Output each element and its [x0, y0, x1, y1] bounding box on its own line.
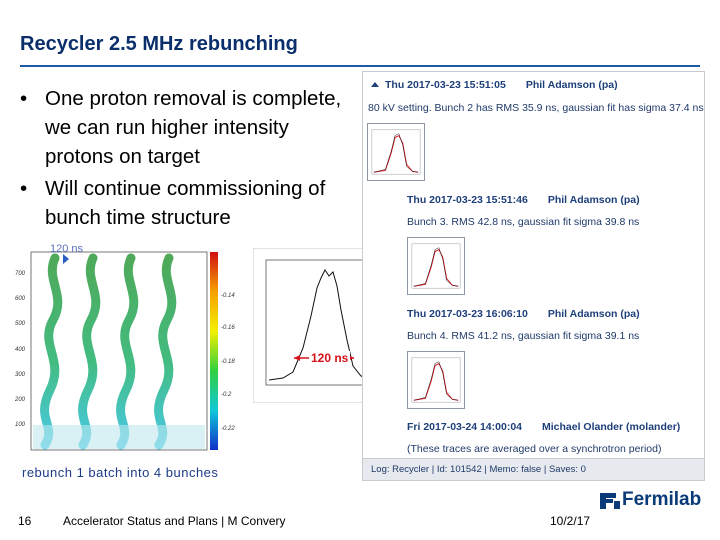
- log-entry-author: Phil Adamson (pa): [547, 308, 640, 320]
- elog-panel: Thu 2017-03-23 15:51:05 Phil Adamson (pa)…: [362, 71, 705, 481]
- svg-text:400: 400: [15, 347, 26, 353]
- svg-text:700: 700: [15, 271, 26, 277]
- waterfall-caption: rebunch 1 batch into 4 bunches: [22, 465, 219, 480]
- log-entry-header[interactable]: Fri 2017-03-24 14:00:04 Michael Olander (…: [407, 421, 680, 433]
- bullet-text: One proton removal is complete, we can r…: [45, 87, 342, 168]
- svg-text:-0.14: -0.14: [221, 293, 235, 299]
- collapse-icon[interactable]: [371, 82, 379, 87]
- svg-text:-0.18: -0.18: [221, 359, 235, 365]
- profile-plot: [253, 248, 388, 403]
- footer-text: Accelerator Status and Plans | M Convery: [63, 514, 286, 528]
- waterfall-plot: -0.14 -0.16 -0.18 -0.2 -0.22 700 600 500 400 3…: [14, 251, 235, 451]
- log-entry-header[interactable]: Thu 2017-03-23 15:51:05 Phil Adamson (pa): [371, 79, 618, 91]
- log-entry-text: Bunch 4. RMS 41.2 ns, gaussian fit sigma…: [407, 330, 640, 342]
- log-entry-text: Bunch 3. RMS 42.8 ns, gaussian fit sigma…: [407, 216, 640, 228]
- log-entry-header[interactable]: Thu 2017-03-23 16:06:10 Phil Adamson (pa): [407, 308, 640, 320]
- bullet-icon: •: [20, 177, 28, 200]
- waterfall-annotation: 120 ns: [50, 243, 84, 255]
- log-thumbnail[interactable]: [407, 351, 465, 409]
- bullet-item: • Will continue commissioning of bunch ti…: [20, 174, 360, 232]
- svg-text:100: 100: [15, 422, 26, 428]
- log-entry-timestamp: Fri 2017-03-24 14:00:04: [407, 421, 522, 433]
- fermilab-logo-icon: [600, 493, 620, 509]
- svg-text:-0.2: -0.2: [221, 392, 232, 398]
- slide-title: Recycler 2.5 MHz rebunching: [20, 33, 298, 55]
- bullet-icon: •: [20, 87, 28, 110]
- waterfall-streaks: [40, 253, 177, 450]
- log-entry-author: Michael Olander (molander): [542, 421, 681, 433]
- svg-text:500: 500: [15, 321, 26, 327]
- log-entry-text: (These traces are averaged over a synchr…: [407, 443, 662, 455]
- log-entry-timestamp: Thu 2017-03-23 15:51:46: [407, 194, 528, 206]
- logo-wordmark: Fermilab: [622, 489, 702, 510]
- log-entry-author: Phil Adamson (pa): [547, 194, 640, 206]
- title-divider: [20, 65, 700, 67]
- bullet-item: • One proton removal is complete, we can …: [20, 84, 360, 171]
- log-entry-header[interactable]: Thu 2017-03-23 15:51:46 Phil Adamson (pa): [407, 194, 640, 206]
- svg-text:600: 600: [15, 296, 26, 302]
- page-number: 16: [18, 514, 32, 528]
- bullet-list: • One proton removal is complete, we can …: [20, 84, 360, 235]
- elog-footer: Log: Recycler | Id: 101542 | Memo: false…: [363, 458, 704, 480]
- profile-annotation: 120 ns: [309, 351, 351, 365]
- svg-text:300: 300: [15, 372, 26, 378]
- log-thumbnail[interactable]: [367, 123, 425, 181]
- log-entry-text: 80 kV setting. Bunch 2 has RMS 35.9 ns, …: [368, 102, 704, 114]
- color-scale-bar: [210, 252, 218, 450]
- log-thumbnail[interactable]: [407, 237, 465, 295]
- log-entry-author: Phil Adamson (pa): [525, 79, 618, 91]
- log-entry-timestamp: Thu 2017-03-23 15:51:05: [385, 79, 506, 91]
- svg-text:-0.16: -0.16: [221, 325, 235, 331]
- footer-date: 10/2/17: [550, 514, 591, 528]
- log-entry-timestamp: Thu 2017-03-23 16:06:10: [407, 308, 528, 320]
- svg-text:-0.22: -0.22: [221, 426, 235, 432]
- bullet-text: Will continue commissioning of bunch tim…: [45, 177, 326, 229]
- svg-text:200: 200: [14, 397, 26, 403]
